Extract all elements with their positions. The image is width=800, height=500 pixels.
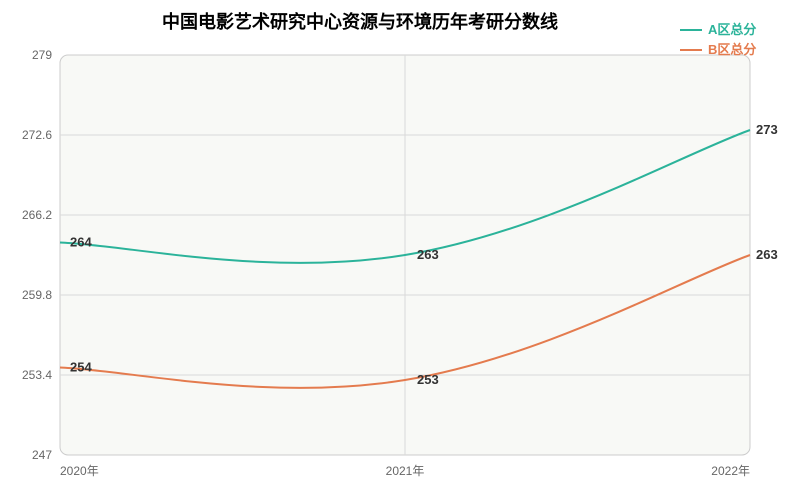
x-axis-label: 2022年 <box>711 464 750 478</box>
x-axis-label: 2021年 <box>386 464 425 478</box>
y-axis-label: 259.8 <box>22 288 52 302</box>
value-label: 254 <box>70 360 92 375</box>
y-axis-label: 266.2 <box>22 208 52 222</box>
y-axis-label: 279 <box>32 48 52 62</box>
legend-label: A区总分 <box>708 22 756 37</box>
value-label: 263 <box>756 247 778 262</box>
value-label: 253 <box>417 372 439 387</box>
chart-title: 中国电影艺术研究中心资源与环境历年考研分数线 <box>162 11 558 32</box>
x-axis-label: 2020年 <box>60 464 99 478</box>
legend-label: B区总分 <box>708 42 756 57</box>
y-axis-label: 272.6 <box>22 128 52 142</box>
chart-container: 247 253.4 259.8 266.2 272.6 279 2020年 2021年 2022… <box>0 0 800 500</box>
value-label: 264 <box>70 235 92 250</box>
value-label: 263 <box>417 247 439 262</box>
value-label: 273 <box>756 122 778 137</box>
y-axis-label: 247 <box>32 448 52 462</box>
y-axis-label: 253.4 <box>22 368 52 382</box>
line-chart: 247 253.4 259.8 266.2 272.6 279 2020年 2021年 2022… <box>0 0 800 500</box>
